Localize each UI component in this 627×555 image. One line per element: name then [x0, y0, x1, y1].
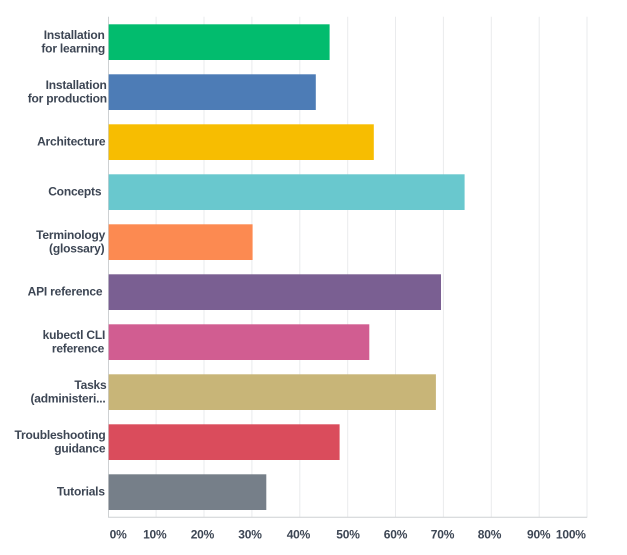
- svg-text:reference: reference: [52, 341, 105, 355]
- svg-text:Troubleshooting: Troubleshooting: [15, 428, 106, 442]
- svg-text:30%: 30%: [238, 528, 262, 542]
- svg-text:(glossary): (glossary): [49, 241, 105, 255]
- svg-text:Installation: Installation: [46, 78, 107, 92]
- svg-text:for production: for production: [28, 91, 107, 105]
- svg-text:for learning: for learning: [41, 41, 105, 55]
- svg-text:100%: 100%: [556, 528, 586, 542]
- svg-text:20%: 20%: [191, 528, 215, 542]
- svg-text:API reference: API reference: [28, 285, 103, 299]
- svg-text:Concepts: Concepts: [48, 185, 102, 199]
- svg-text:50%: 50%: [336, 528, 360, 542]
- svg-text:kubectl CLI: kubectl CLI: [43, 328, 105, 342]
- svg-text:80%: 80%: [478, 528, 502, 542]
- svg-text:Installation: Installation: [44, 28, 105, 42]
- svg-text:Tasks: Tasks: [74, 378, 107, 392]
- svg-text:0%: 0%: [110, 528, 127, 542]
- svg-text:Architecture: Architecture: [37, 135, 106, 149]
- svg-text:(administeri...: (administeri...: [30, 391, 105, 405]
- svg-text:guidance: guidance: [54, 441, 106, 455]
- svg-text:Terminology: Terminology: [36, 228, 105, 242]
- svg-text:10%: 10%: [143, 528, 167, 542]
- svg-text:Tutorials: Tutorials: [57, 485, 106, 499]
- svg-text:90%: 90%: [527, 528, 551, 542]
- svg-text:40%: 40%: [287, 528, 311, 542]
- svg-text:70%: 70%: [431, 528, 455, 542]
- svg-text:60%: 60%: [384, 528, 408, 542]
